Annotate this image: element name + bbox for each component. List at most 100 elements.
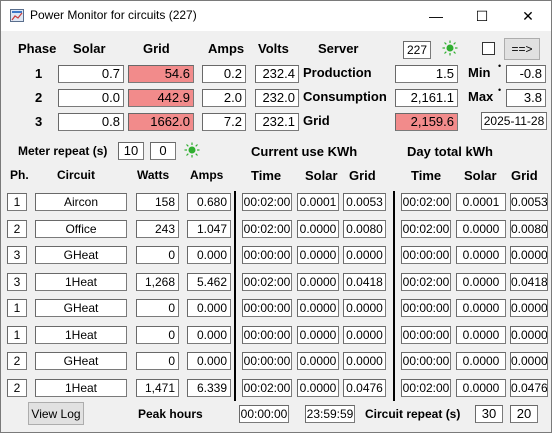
row-amps: 0.000: [187, 326, 231, 344]
col-amps: Amps: [190, 168, 224, 182]
phase-3-grid: 1662.0: [128, 113, 194, 131]
row-phase[interactable]: 2: [7, 220, 27, 238]
row-day-time: 00:00:00: [401, 246, 451, 264]
row-watts: 0: [136, 246, 179, 264]
view-log-button[interactable]: View Log: [28, 402, 84, 425]
row-phase[interactable]: 1: [7, 299, 27, 317]
row-phase[interactable]: 1: [7, 193, 27, 211]
col-cur-time: Time: [251, 168, 282, 183]
peak-end-field[interactable]: 23:59:59: [305, 405, 355, 423]
server-header: Server: [318, 41, 359, 56]
row-cur-time: 00:00:00: [242, 352, 292, 370]
row-watts: 1,471: [136, 379, 179, 397]
row-day-grid: 0.0000: [510, 326, 548, 344]
col-day-grid: Grid: [511, 168, 538, 183]
row-watts: 1,268: [136, 273, 179, 291]
row-cur-grid: 0.0000: [343, 326, 386, 344]
amps-header: Amps: [208, 41, 245, 56]
row-cur-solar: 0.0000: [297, 326, 339, 344]
divider-right: [393, 191, 395, 401]
server-id-field[interactable]: 227: [403, 41, 431, 59]
consumption-value: 2,161.1: [395, 89, 458, 107]
row-cur-time: 00:00:00: [242, 326, 292, 344]
row-circuit[interactable]: 1Heat: [35, 379, 127, 397]
solar-header: Solar: [73, 41, 106, 56]
row-day-grid: 0.0000: [510, 299, 548, 317]
phase-3-label: 3: [35, 114, 43, 129]
row-cur-time: 00:00:00: [242, 246, 292, 264]
row-cur-grid: 0.0000: [343, 352, 386, 370]
date-field[interactable]: 2025-11-28: [481, 112, 547, 130]
meter-repeat-counter[interactable]: 0: [150, 142, 176, 160]
phase-2-label: 2: [35, 90, 43, 105]
row-phase[interactable]: 1: [7, 326, 27, 344]
col-watts: Watts: [137, 168, 170, 182]
row-day-solar: 0.0001: [456, 193, 506, 211]
circuit-repeat-value[interactable]: 30: [475, 405, 503, 423]
phase-3-volts: 232.1: [255, 113, 299, 131]
row-circuit[interactable]: GHeat: [35, 299, 127, 317]
row-day-grid: 0.0476: [510, 379, 548, 397]
row-watts: 158: [136, 193, 179, 211]
col-day-time: Time: [411, 168, 442, 183]
col-day-solar: Solar: [464, 168, 497, 183]
phase-2-volts: 232.0: [255, 89, 299, 107]
row-day-grid: 0.0053: [510, 193, 548, 211]
minimize-button[interactable]: —: [413, 1, 459, 31]
window-title: Power Monitor for circuits (227): [30, 8, 197, 22]
min-value: -0.8: [506, 65, 546, 83]
grid-total-label: Grid: [303, 113, 330, 128]
row-watts: 243: [136, 220, 179, 238]
row-cur-solar: 0.0000: [297, 220, 339, 238]
phase-1-volts: 232.4: [255, 65, 299, 83]
maximize-button[interactable]: ☐: [459, 1, 505, 31]
row-cur-grid: 0.0476: [343, 379, 386, 397]
row-phase[interactable]: 3: [7, 273, 27, 291]
row-circuit[interactable]: GHeat: [35, 246, 127, 264]
meter-repeat-value[interactable]: 10: [118, 142, 144, 160]
phase-1-amps: 0.2: [202, 65, 246, 83]
phase-2-solar: 0.0: [58, 89, 124, 107]
row-day-grid: 0.0000: [510, 352, 548, 370]
row-cur-solar: 0.0000: [297, 246, 339, 264]
circuit-repeat-counter[interactable]: 20: [510, 405, 538, 423]
row-phase[interactable]: 2: [7, 379, 27, 397]
green-led-icon: [442, 40, 458, 56]
green-led-icon: [184, 142, 200, 158]
grid-header: Grid: [143, 41, 170, 56]
row-day-solar: 0.0000: [456, 273, 506, 291]
production-label: Production: [303, 65, 372, 80]
phase-3-amps: 7.2: [202, 113, 246, 131]
row-day-time: 00:00:00: [401, 352, 451, 370]
row-day-solar: 0.0000: [456, 246, 506, 264]
col-cur-solar: Solar: [305, 168, 338, 183]
row-day-grid: 0.0000: [510, 246, 548, 264]
phase-header: Phase: [18, 41, 57, 56]
phase-1-solar: 0.7: [58, 65, 124, 83]
col-circuit: Circuit: [57, 168, 96, 182]
row-cur-solar: 0.0000: [297, 299, 339, 317]
row-day-grid: 0.0418: [510, 273, 548, 291]
row-circuit[interactable]: GHeat: [35, 352, 127, 370]
row-cur-grid: 0.0000: [343, 299, 386, 317]
phase-1-label: 1: [35, 66, 43, 81]
row-day-time: 00:02:00: [401, 193, 451, 211]
forward-button[interactable]: ==>: [504, 38, 540, 60]
peak-start-field[interactable]: 00:00:00: [239, 405, 289, 423]
row-day-solar: 0.0000: [456, 379, 506, 397]
enable-checkbox[interactable]: [482, 42, 495, 55]
close-button[interactable]: ✕: [505, 1, 551, 31]
phase-2-grid: 442.9: [128, 89, 194, 107]
row-day-time: 00:00:00: [401, 299, 451, 317]
row-phase[interactable]: 2: [7, 352, 27, 370]
close-icon: ✕: [522, 7, 534, 24]
row-cur-time: 00:02:00: [242, 220, 292, 238]
row-circuit[interactable]: Aircon: [35, 193, 127, 211]
current-use-title: Current use KWh: [251, 144, 358, 159]
min-label: Min: [468, 65, 491, 80]
row-phase[interactable]: 3: [7, 246, 27, 264]
row-circuit[interactable]: 1Heat: [35, 326, 127, 344]
meter-repeat-label: Meter repeat (s): [18, 144, 108, 158]
row-circuit[interactable]: 1Heat: [35, 273, 127, 291]
row-circuit[interactable]: Office: [35, 220, 127, 238]
